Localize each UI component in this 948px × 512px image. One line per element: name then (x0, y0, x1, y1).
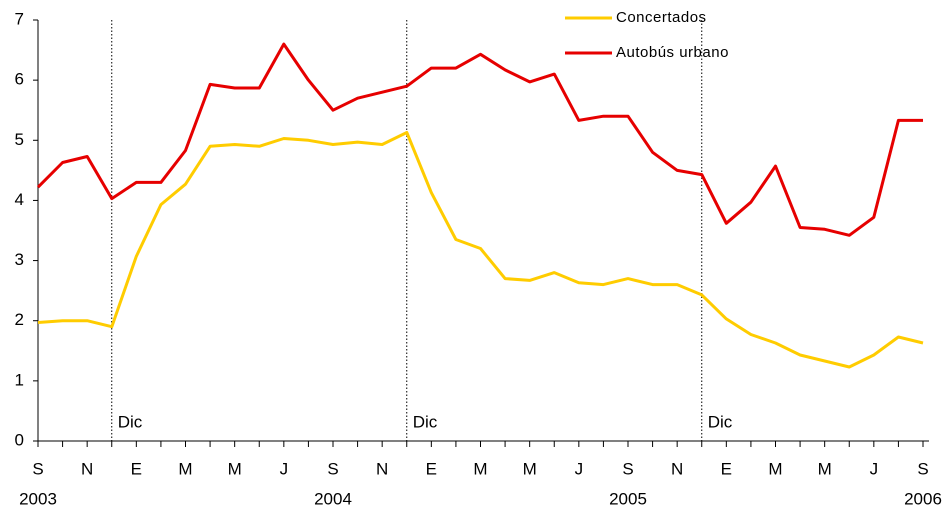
x-tick-label: M (178, 459, 192, 478)
y-tick-label: 0 (15, 430, 24, 449)
series-line (36, 42, 923, 237)
y-tick-label: 3 (15, 250, 24, 269)
x-tick-label: E (426, 459, 437, 478)
x-tick-label: M (473, 459, 487, 478)
annotation-label: Dic (708, 412, 733, 431)
x-tick-label: N (81, 459, 93, 478)
x-year-label: 2005 (609, 489, 647, 508)
x-tick-label: M (228, 459, 242, 478)
annotation-label: Dic (413, 412, 438, 431)
x-tick-label: M (818, 459, 832, 478)
x-year-label: 2006 (904, 489, 942, 508)
x-tick-label: E (721, 459, 732, 478)
x-year-label: 2003 (19, 489, 57, 508)
y-tick-label: 2 (15, 310, 24, 329)
y-tick-label: 4 (15, 190, 24, 209)
x-tick-label: S (32, 459, 43, 478)
x-tick-label: J (575, 459, 584, 478)
x-tick-label: N (671, 459, 683, 478)
x-tick-label: J (870, 459, 879, 478)
series-line (37, 131, 924, 369)
x-tick-label: S (622, 459, 633, 478)
y-tick-label: 7 (15, 9, 24, 28)
x-year-label: 2004 (314, 489, 352, 508)
x-tick-label: M (523, 459, 537, 478)
x-tick-label: N (376, 459, 388, 478)
x-tick-label: M (768, 459, 782, 478)
legend-label: Concertados (616, 9, 707, 26)
y-tick-label: 1 (15, 370, 24, 389)
annotation-label: Dic (118, 412, 143, 431)
x-tick-label: S (917, 459, 928, 478)
legend-label: Autobús urbano (616, 44, 729, 61)
x-tick-label: J (280, 459, 289, 478)
x-tick-label: E (131, 459, 142, 478)
y-tick-label: 5 (15, 130, 24, 149)
y-tick-label: 6 (15, 70, 24, 89)
x-tick-label: S (327, 459, 338, 478)
